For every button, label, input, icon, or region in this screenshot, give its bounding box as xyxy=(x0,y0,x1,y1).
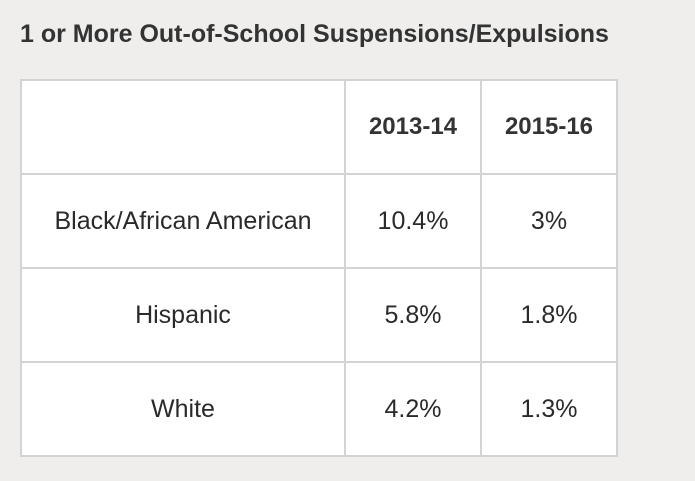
data-cell: 10.4% xyxy=(344,173,482,269)
table-row: Black/African American 10.4% 3% xyxy=(20,173,618,269)
table-row: White 4.2% 1.3% xyxy=(20,361,618,457)
table-title: 1 or More Out-of-School Suspensions/Expu… xyxy=(20,20,609,48)
data-cell: 5.8% xyxy=(344,267,482,363)
row-label: White xyxy=(20,361,346,457)
data-cell: 4.2% xyxy=(344,361,482,457)
suspension-table: 2013-14 2015-16 Black/African American 1… xyxy=(20,79,618,457)
header-row: 2013-14 2015-16 xyxy=(20,79,618,175)
data-cell: 1.8% xyxy=(480,267,618,363)
row-label: Black/African American xyxy=(20,173,346,269)
header-cell-2013-14: 2013-14 xyxy=(344,79,482,175)
data-cell: 3% xyxy=(480,173,618,269)
header-cell-2015-16: 2015-16 xyxy=(480,79,618,175)
row-label: Hispanic xyxy=(20,267,346,363)
table-row: Hispanic 5.8% 1.8% xyxy=(20,267,618,363)
header-cell-group xyxy=(20,79,346,175)
data-cell: 1.3% xyxy=(480,361,618,457)
